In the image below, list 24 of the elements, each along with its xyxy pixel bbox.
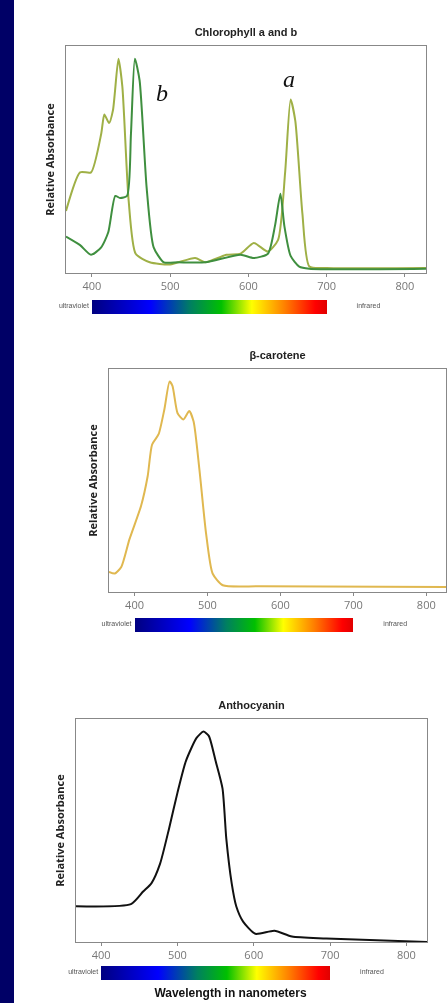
x-axis-title: Wavelength in nanometers xyxy=(153,986,308,1000)
x-tick-label: 800 xyxy=(395,278,415,294)
x-tick-label: 500 xyxy=(168,947,187,963)
chart-title: Anthocyanin xyxy=(218,698,286,711)
x-tick-label: 400 xyxy=(91,947,111,963)
x-tick-label: 400 xyxy=(82,278,102,294)
x-tick-label: 400 xyxy=(125,597,144,613)
x-tick-label: 800 xyxy=(416,597,436,613)
annotation: a xyxy=(283,66,295,92)
x-tick-label: 700 xyxy=(320,947,340,963)
x-tick-label: 700 xyxy=(343,597,363,613)
chart-title: Chlorophyll a and b xyxy=(194,25,298,38)
x-tick-label: 500 xyxy=(160,278,180,294)
y-axis-title: Relative Absorbance xyxy=(41,102,57,216)
annotation: b xyxy=(156,80,168,106)
x-tick-label: 800 xyxy=(396,947,416,963)
y-axis-title: Relative Absorbance xyxy=(84,423,100,537)
x-tick-label: 600 xyxy=(244,947,264,963)
y-axis-title: Relative Absorbance xyxy=(51,773,67,887)
x-tick-label: 700 xyxy=(317,278,337,294)
x-tick-label: 600 xyxy=(270,597,290,613)
x-tick-label: 600 xyxy=(238,278,258,294)
chart-title: β-carotene xyxy=(249,348,306,361)
x-tick-label: 500 xyxy=(198,597,217,613)
